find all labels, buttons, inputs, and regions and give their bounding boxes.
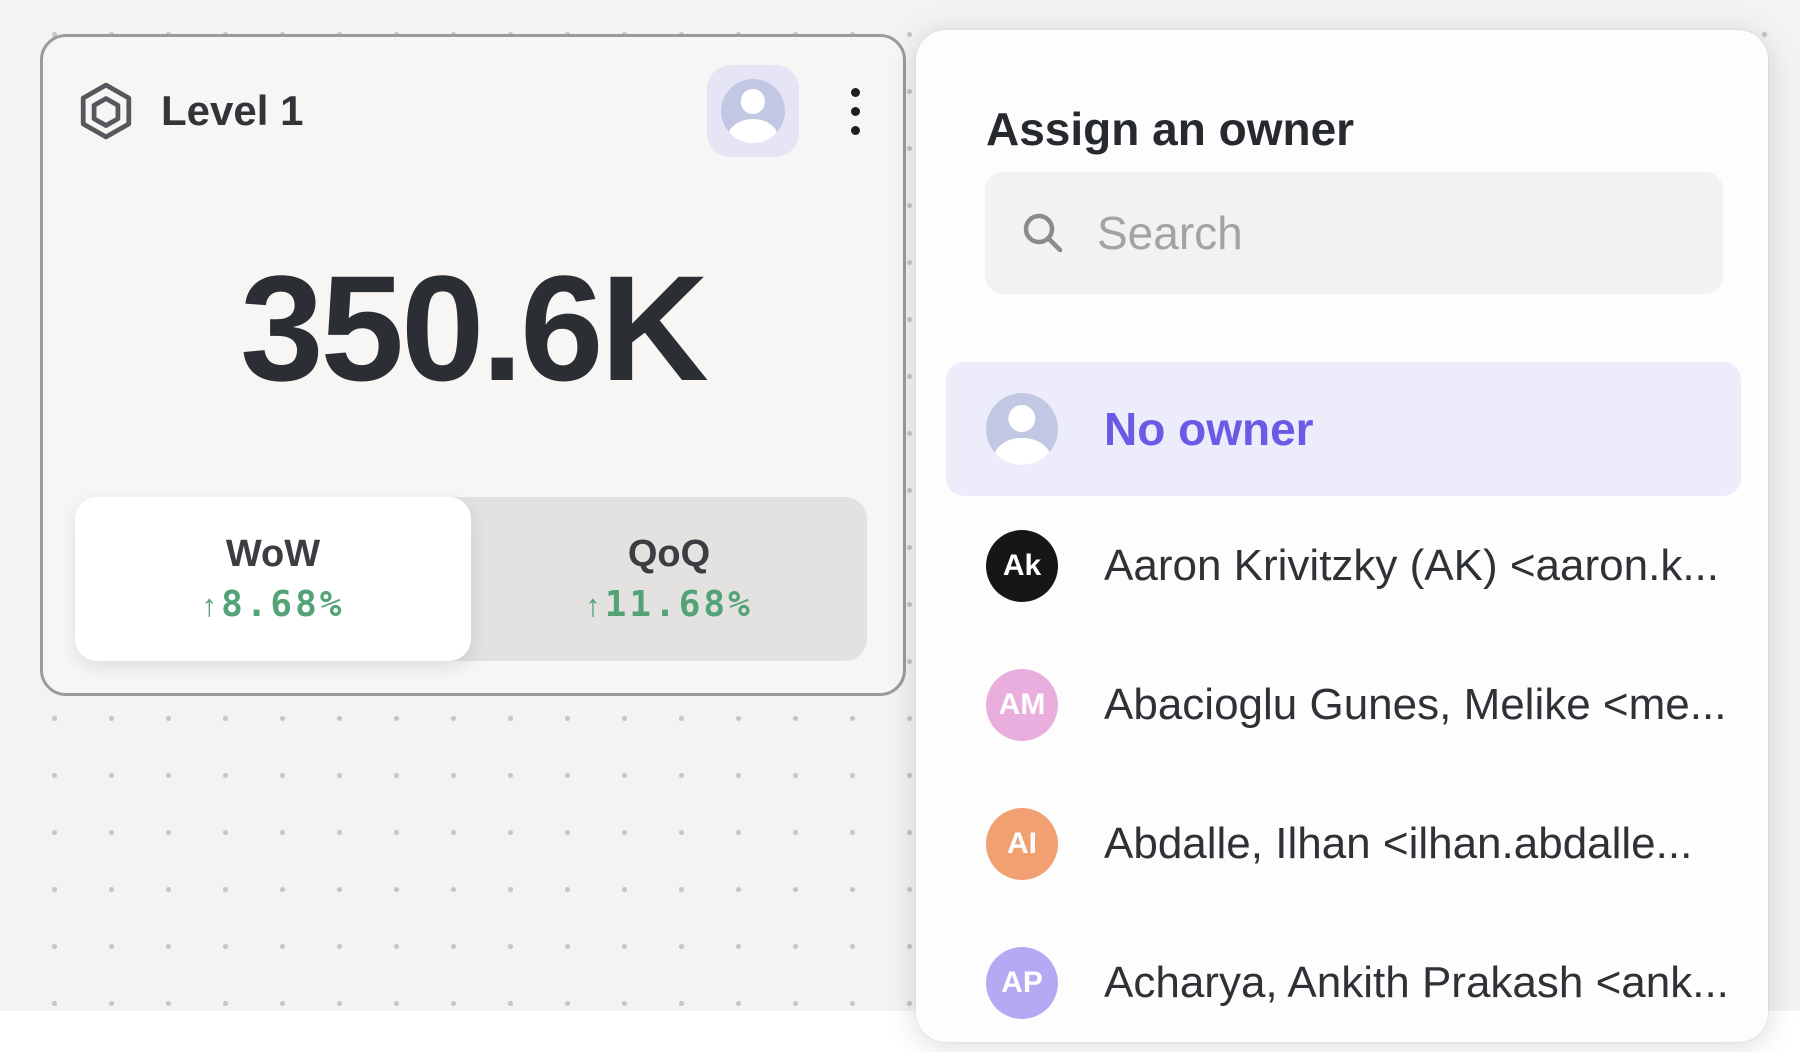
assign-owner-popover: Assign an owner No owner Ak Aaron Krivit… xyxy=(916,30,1768,1042)
no-owner-avatar-icon xyxy=(986,393,1058,465)
avatar: AP xyxy=(986,946,1058,1019)
metric-card[interactable]: Level 1 350.6K WoW ↑ 8.68% QoQ ↑ 11.68% xyxy=(40,34,906,696)
no-owner-option[interactable]: No owner xyxy=(946,362,1741,496)
no-owner-label: No owner xyxy=(1104,403,1314,455)
up-arrow-icon: ↑ xyxy=(201,588,218,623)
comparison-segmented-control: WoW ↑ 8.68% QoQ ↑ 11.68% xyxy=(75,497,867,661)
tab-qoq[interactable]: QoQ ↑ 11.68% xyxy=(471,497,867,661)
dashboard-canvas: Level 1 350.6K WoW ↑ 8.68% QoQ ↑ 11.68% xyxy=(0,0,1800,1011)
hexagon-icon xyxy=(80,82,132,140)
avatar: AM xyxy=(986,668,1058,741)
owner-option[interactable]: AM Abacioglu Gunes, Melike <me... xyxy=(946,635,1741,774)
tab-qoq-label: QoQ xyxy=(627,533,711,575)
owner-option[interactable]: AP Acharya, Ankith Prakash <ank... xyxy=(946,913,1741,1052)
search-icon xyxy=(1023,213,1063,253)
kebab-menu-icon[interactable] xyxy=(835,65,875,157)
owner-avatar-placeholder-icon xyxy=(721,79,785,143)
tab-wow[interactable]: WoW ↑ 8.68% xyxy=(75,497,471,661)
avatar: Ak xyxy=(986,529,1058,602)
tab-wow-delta: ↑ 8.68% xyxy=(201,584,345,625)
avatar: AI xyxy=(986,807,1058,880)
owner-name: Aaron Krivitzky (AK) <aaron.k... xyxy=(1104,540,1719,590)
owner-name: Abacioglu Gunes, Melike <me... xyxy=(1104,679,1727,729)
popover-title: Assign an owner xyxy=(986,103,1355,155)
up-arrow-icon: ↑ xyxy=(585,588,601,623)
owner-search-input[interactable] xyxy=(1095,205,1689,261)
owner-name: Acharya, Ankith Prakash <ank... xyxy=(1104,957,1729,1007)
metric-value: 350.6K xyxy=(240,244,709,412)
tab-wow-label: WoW xyxy=(225,533,321,575)
owner-list: No owner Ak Aaron Krivitzky (AK) <aaron.… xyxy=(946,362,1741,1052)
owner-name: Abdalle, Ilhan <ilhan.abdalle... xyxy=(1104,818,1693,868)
owner-option[interactable]: AI Abdalle, Ilhan <ilhan.abdalle... xyxy=(946,774,1741,913)
owner-search-box[interactable] xyxy=(985,172,1723,294)
tab-qoq-delta: ↑ 11.68% xyxy=(585,584,753,625)
assign-owner-button[interactable] xyxy=(707,65,799,157)
metric-card-title: Level 1 xyxy=(161,87,304,134)
metric-card-header: Level 1 xyxy=(77,63,875,159)
owner-option[interactable]: Ak Aaron Krivitzky (AK) <aaron.k... xyxy=(946,496,1741,635)
